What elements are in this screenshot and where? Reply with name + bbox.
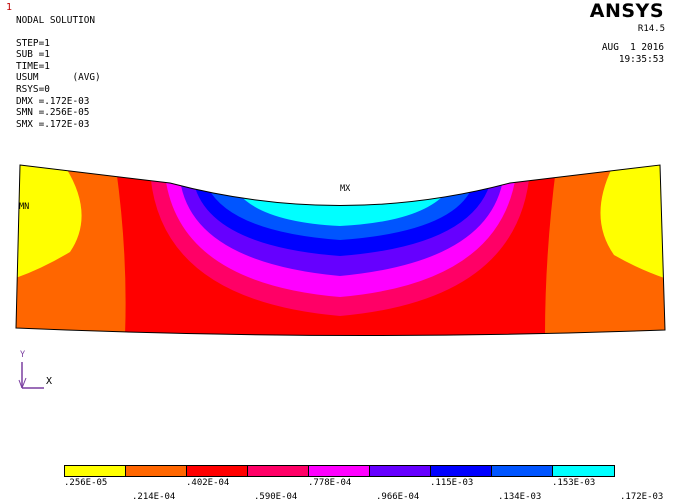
band-1-min-right (600, 165, 665, 280)
legend-swatch-6 (370, 466, 431, 476)
solution-title: NODAL SOLUTION (16, 15, 96, 26)
legend-value: .256E-05 (64, 478, 108, 488)
contour-legend (64, 465, 615, 477)
result-item: USUM (AVG) (16, 72, 101, 84)
window-number: 1 (6, 2, 13, 13)
solution-info: NODAL SOLUTION STEP=1 SUB =1 TIME=1 USUM… (16, 15, 101, 130)
legend-value: .115E-03 (430, 478, 474, 488)
date-time: AUG 1 2016 19:35:53 (602, 42, 664, 66)
legend-swatch-2 (126, 466, 187, 476)
legend-value: .590E-04 (254, 492, 298, 502)
legend-swatch-4 (248, 466, 309, 476)
displacement-contours (16, 165, 665, 336)
ansys-logo: ANSYS (589, 0, 664, 22)
coordinate-triad (18, 362, 44, 389)
dmx-value: DMX =.172E-03 (16, 95, 90, 107)
legend-swatch-1 (65, 466, 126, 476)
triad-x-label: X (46, 376, 53, 387)
legend-value: .402E-04 (186, 478, 230, 488)
legend-swatch-5 (309, 466, 370, 476)
rsys-value: RSYS=0 (16, 83, 50, 95)
time-text: 19:35:53 (618, 54, 664, 65)
max-marker: MX (340, 184, 351, 194)
legend-value: .134E-03 (498, 492, 542, 502)
legend-swatch-7 (431, 466, 492, 476)
time-value: TIME=1 (16, 60, 50, 72)
legend-swatch-3 (187, 466, 248, 476)
substep-value: SUB =1 (16, 49, 50, 61)
legend-value: .172E-03 (620, 492, 664, 502)
legend-value: .153E-03 (552, 478, 596, 488)
date-text: AUG 1 2016 (601, 42, 664, 53)
legend-swatch-8 (492, 466, 553, 476)
smn-value: SMN =.256E-05 (16, 107, 90, 119)
smx-value: SMX =.172E-03 (16, 118, 90, 130)
band-1-min-left (16, 165, 82, 280)
legend-swatch-9 (553, 466, 614, 476)
release-version: R14.5 (637, 24, 665, 34)
min-marker: MN (19, 202, 30, 212)
body-outline (15, 164, 666, 337)
step-value: STEP=1 (16, 37, 50, 49)
legend-value: .966E-04 (376, 492, 420, 502)
legend-value: .778E-04 (308, 478, 352, 488)
triad-y-label: Y (20, 350, 26, 360)
legend-color-bar (64, 465, 615, 477)
legend-value: .214E-04 (132, 492, 176, 502)
